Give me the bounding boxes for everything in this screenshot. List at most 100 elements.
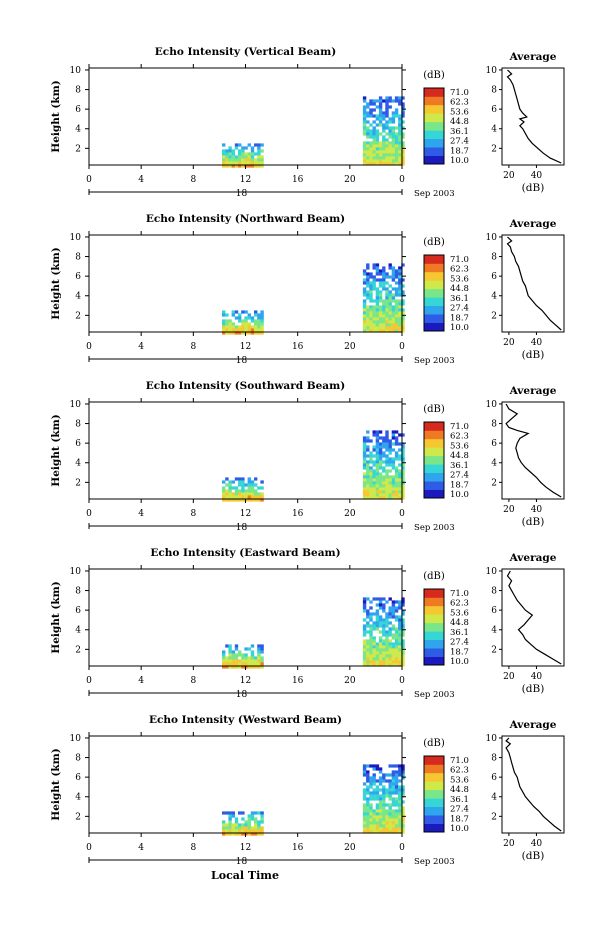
heatmap-cell [362,767,367,771]
heatmap-cell [244,665,248,669]
heatmap-cell [394,329,399,333]
y-tick-label: 4 [75,793,81,803]
heatmap-cell [369,615,373,619]
heatmap-cell [398,645,402,649]
heatmap-cell [247,155,251,159]
heatmap-cell [366,153,370,157]
heatmap-cell [385,329,389,333]
heatmap-cell [378,460,383,464]
heatmap-cell [238,152,242,156]
heatmap-cell [401,144,405,148]
heatmap-cell [366,293,370,297]
heatmap-cell [398,651,402,655]
heatmap-cell [401,648,405,652]
heatmap-cell [362,618,367,622]
heatmap-cell [385,660,389,664]
heatmap-cell [382,117,386,121]
heatmap-cell [375,117,380,121]
heatmap-cell [388,496,392,500]
heatmap-cell [366,791,370,795]
heatmap-cell [369,147,373,151]
heatmap-cell [401,764,405,768]
heatmap-cell [250,164,255,168]
heatmap-cell [238,826,242,830]
heatmap-cell [372,278,376,282]
heatmap-cell [398,123,402,127]
heatmap-cell [375,603,380,607]
heatmap-cell [375,326,380,330]
heatmap-cell [394,821,399,825]
heatmap-cell [228,644,232,648]
heatmap-cell [385,272,389,276]
heatmap-cell [228,161,232,165]
heatmap-cell [391,150,396,154]
heatmap-cell [369,815,373,819]
heatmap-cell [254,829,258,833]
heatmap-cell [234,662,239,666]
heatmap-cell [254,152,258,156]
heatmap-cell [372,153,376,157]
heatmap-cell [366,326,370,330]
y-tick-label: 6 [75,439,81,449]
heatmap-cell [394,615,399,619]
heatmap-cell [398,290,402,294]
heatmap-cell [401,827,405,831]
heatmap-cell [260,486,264,490]
heatmap-cell [372,156,376,160]
heatmap-cell [231,161,235,165]
heatmap-cell [394,317,399,321]
heatmap-cell [375,141,380,145]
heatmap-cell [372,612,376,616]
heatmap-cell [257,325,261,329]
heatmap-cell [394,779,399,783]
heatmap-cell [375,147,380,151]
heatmap-cell [362,770,367,774]
heatmap-cell [372,794,376,798]
heatmap-cell [394,281,399,285]
heatmap-cell [369,314,373,318]
colorbar-tick-label: 62.3 [450,766,469,776]
heatmap-cell [257,313,261,317]
heatmap-cell [385,818,389,822]
heatmap-cell [247,829,251,833]
heatmap-cell [375,263,380,267]
heatmap-cell [366,275,370,279]
heatmap-cell [394,490,399,494]
heatmap-cell [375,487,380,491]
heatmap-cell [401,776,405,780]
heatmap-cells [222,263,405,335]
heatmap-cell [375,448,380,452]
heatmap-cell [401,469,405,473]
heatmap-cell [385,663,389,667]
heatmap-cell [378,430,383,434]
heatmap-cell [247,832,251,836]
heatmap-cell [228,152,232,156]
heatmap-cell [398,469,402,473]
heatmap-cell [369,809,373,813]
heatmap-cell [254,823,258,827]
average-frame [501,568,565,667]
heatmap-cell [234,829,239,833]
heatmap-cell [362,141,367,145]
heatmap-cell [257,158,261,162]
heatmap-cell [391,663,396,667]
heatmap-cell [398,454,402,458]
heatmap-cell [231,486,235,490]
heatmap-cell [372,645,376,649]
heatmap-cell [388,597,392,601]
heatmap-cell [369,311,373,315]
heatmap-cell [228,820,232,824]
heatmap-cell [362,269,367,273]
heatmap-cell [401,788,405,792]
heatmap-cell [366,809,370,813]
heatmap-cell [398,788,402,792]
heatmap-cell [260,322,264,326]
heatmap-cell [244,647,248,651]
heatmap-cell [257,820,261,824]
heatmap-cell [385,311,389,315]
heatmap-cell [366,630,370,634]
heatmap-cell [362,117,367,121]
heatmap-cell [391,615,396,619]
y-tick-label: 4 [75,626,81,636]
